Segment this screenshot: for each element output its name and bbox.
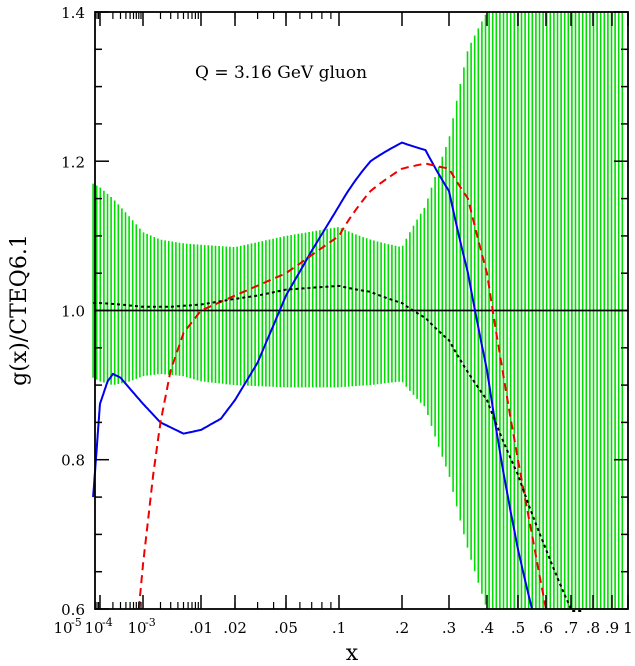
y-tick-label: 1.2 — [61, 153, 85, 171]
x-tick-label: .7 — [564, 619, 578, 637]
x-tick-label: .4 — [480, 619, 494, 637]
x-tick-label: .3 — [442, 619, 456, 637]
series-group — [92, 141, 582, 612]
axis-ticks — [94, 11, 629, 610]
x-tick-exponent: -4 — [102, 616, 113, 629]
tick-labels: 0.60.81.01.21.410-5 10-4 10-3.01.02.05.1.2… — [53, 4, 632, 637]
series-line-1 — [92, 141, 533, 610]
y-tick-label: 1.0 — [61, 303, 85, 321]
x-tick-label: 10 — [53, 619, 72, 637]
series-line-2 — [137, 162, 547, 610]
x-tick-label: 1 — [623, 619, 633, 637]
y-tick-label: 0.8 — [61, 452, 85, 470]
x-tick-label: .05 — [274, 619, 298, 637]
x-tick-label: 10 — [127, 619, 146, 637]
x-tick-label: .2 — [395, 619, 409, 637]
x-tick-label: .6 — [539, 619, 553, 637]
y-axis-title: g(x)/CTEQ6.1 — [7, 234, 32, 386]
x-tick-exponent: -5 — [71, 616, 82, 629]
x-tick-label: .5 — [511, 619, 525, 637]
x-tick-label: .1 — [332, 619, 346, 637]
y-tick-label: 0.6 — [61, 601, 85, 619]
x-tick-label: 10 — [84, 619, 103, 637]
chart-annotation: Q = 3.16 GeV gluon — [195, 63, 367, 83]
x-tick-label: .02 — [223, 619, 247, 637]
x-tick-exponent: -3 — [145, 616, 156, 629]
y-tick-label: 1.4 — [61, 4, 85, 22]
x-tick-label: .01 — [189, 619, 213, 637]
x-tick-label: .8 — [586, 619, 600, 637]
x-tick-label: .9 — [605, 619, 619, 637]
x-axis-title: x — [346, 641, 359, 666]
